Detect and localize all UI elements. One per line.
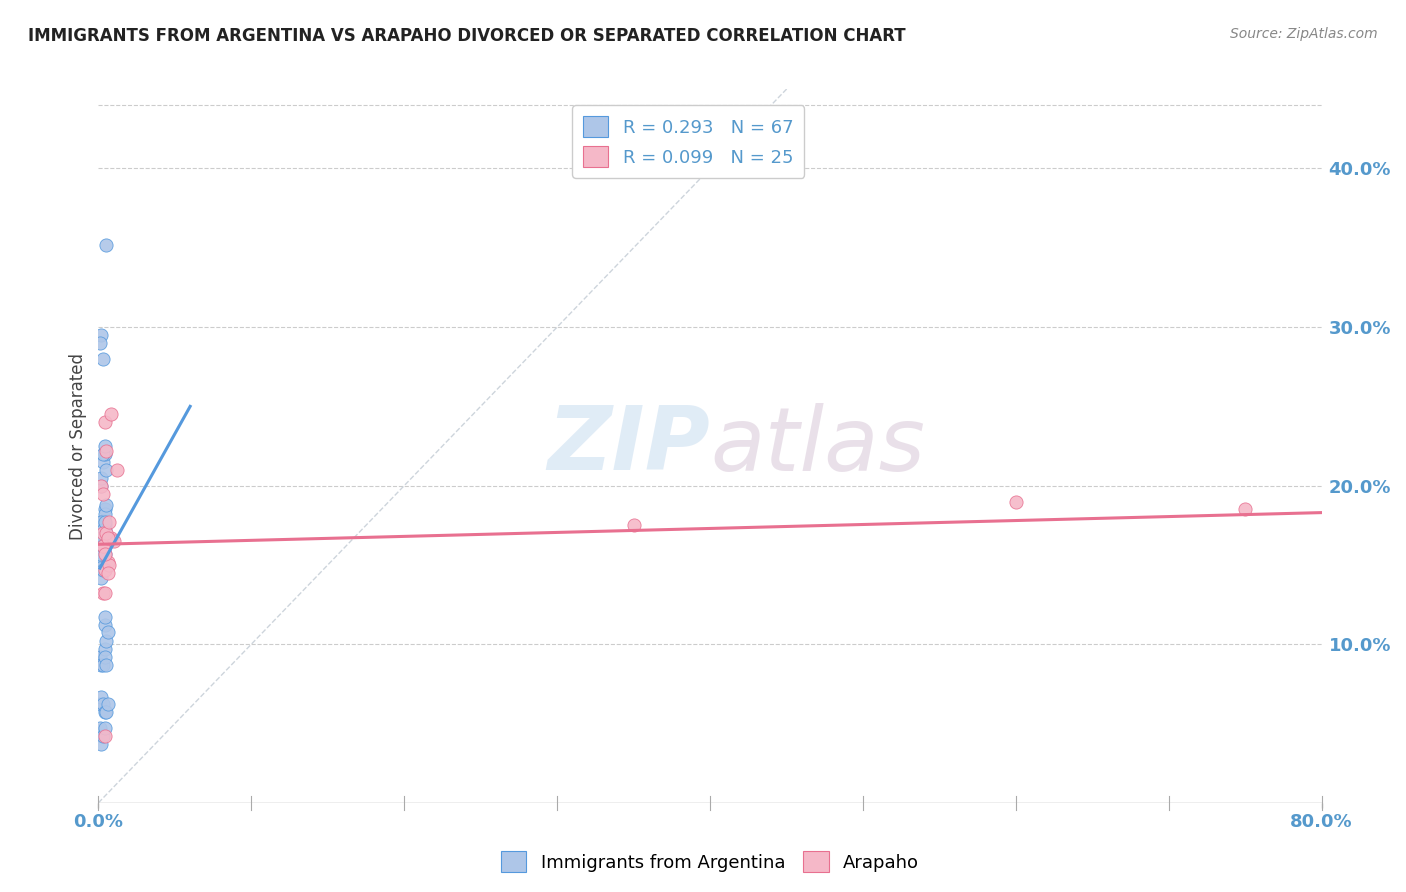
Point xyxy=(90,531,112,545)
Point xyxy=(89,335,111,350)
Point xyxy=(90,531,112,545)
Point xyxy=(93,649,115,664)
Point xyxy=(91,534,114,549)
Point xyxy=(89,549,111,564)
Point xyxy=(91,486,114,500)
Point xyxy=(98,515,121,529)
Point xyxy=(93,502,115,516)
Point xyxy=(94,463,117,477)
Y-axis label: Divorced or Separated: Divorced or Separated xyxy=(69,352,87,540)
Point xyxy=(94,443,117,458)
Point xyxy=(93,706,115,720)
Point xyxy=(91,518,114,533)
Point xyxy=(93,618,115,632)
Point xyxy=(94,531,117,545)
Point xyxy=(90,534,112,549)
Point xyxy=(91,698,114,712)
Point xyxy=(93,539,115,553)
Point xyxy=(90,539,112,553)
Point xyxy=(91,526,114,541)
Point xyxy=(91,547,114,561)
Point xyxy=(93,507,115,521)
Point xyxy=(98,558,121,572)
Point xyxy=(90,518,112,533)
Point xyxy=(89,558,111,572)
Point xyxy=(93,547,115,561)
Point xyxy=(91,351,114,366)
Point xyxy=(91,542,114,557)
Point xyxy=(89,547,111,561)
Point xyxy=(91,539,114,553)
Point xyxy=(93,439,115,453)
Point xyxy=(100,407,122,421)
Point xyxy=(97,698,120,712)
Point xyxy=(93,447,115,461)
Text: Source: ZipAtlas.com: Source: ZipAtlas.com xyxy=(1230,27,1378,41)
Point xyxy=(94,526,117,541)
Point xyxy=(103,534,125,549)
Point xyxy=(90,515,112,529)
Point xyxy=(89,721,111,735)
Point xyxy=(90,549,112,564)
Point xyxy=(90,690,112,704)
Point xyxy=(90,737,112,751)
Point xyxy=(93,729,115,743)
Point xyxy=(97,624,120,639)
Point xyxy=(91,523,114,537)
Point xyxy=(91,526,114,541)
Point xyxy=(93,642,115,657)
Point xyxy=(89,531,111,545)
Point xyxy=(89,549,111,564)
Point xyxy=(94,498,117,512)
Point xyxy=(90,478,112,492)
Point xyxy=(90,571,112,585)
Text: atlas: atlas xyxy=(710,403,925,489)
Point xyxy=(90,328,112,343)
Point xyxy=(90,471,112,485)
Legend: Immigrants from Argentina, Arapaho: Immigrants from Argentina, Arapaho xyxy=(494,844,927,880)
Point xyxy=(91,514,114,528)
Point xyxy=(105,463,128,477)
Point xyxy=(91,586,114,600)
Point xyxy=(97,555,120,569)
Point xyxy=(623,518,645,533)
Point xyxy=(91,455,114,469)
Point xyxy=(94,657,117,672)
Point xyxy=(93,523,115,537)
Text: IMMIGRANTS FROM ARGENTINA VS ARAPAHO DIVORCED OR SEPARATED CORRELATION CHART: IMMIGRANTS FROM ARGENTINA VS ARAPAHO DIV… xyxy=(28,27,905,45)
Point xyxy=(91,657,114,672)
Point xyxy=(93,518,115,533)
Point xyxy=(97,531,120,545)
Point xyxy=(93,721,115,735)
Point xyxy=(93,563,115,577)
Point xyxy=(94,237,117,252)
Point xyxy=(1004,494,1026,508)
Point xyxy=(91,729,114,743)
Point xyxy=(100,531,122,545)
Point xyxy=(97,566,120,580)
Point xyxy=(89,561,111,575)
Point xyxy=(94,706,117,720)
Point xyxy=(89,555,111,569)
Point xyxy=(89,534,111,549)
Point xyxy=(91,539,114,553)
Point xyxy=(91,447,114,461)
Point xyxy=(93,515,115,529)
Point xyxy=(93,539,115,553)
Point xyxy=(93,547,115,561)
Point xyxy=(89,698,111,712)
Text: ZIP: ZIP xyxy=(547,402,710,490)
Point xyxy=(89,526,111,541)
Point xyxy=(90,657,112,672)
Point xyxy=(93,586,115,600)
Point xyxy=(90,478,112,492)
Point xyxy=(93,610,115,624)
Point xyxy=(89,649,111,664)
Point xyxy=(94,634,117,648)
Point xyxy=(93,415,115,429)
Point xyxy=(90,545,112,559)
Point xyxy=(91,563,114,577)
Point xyxy=(1234,502,1257,516)
